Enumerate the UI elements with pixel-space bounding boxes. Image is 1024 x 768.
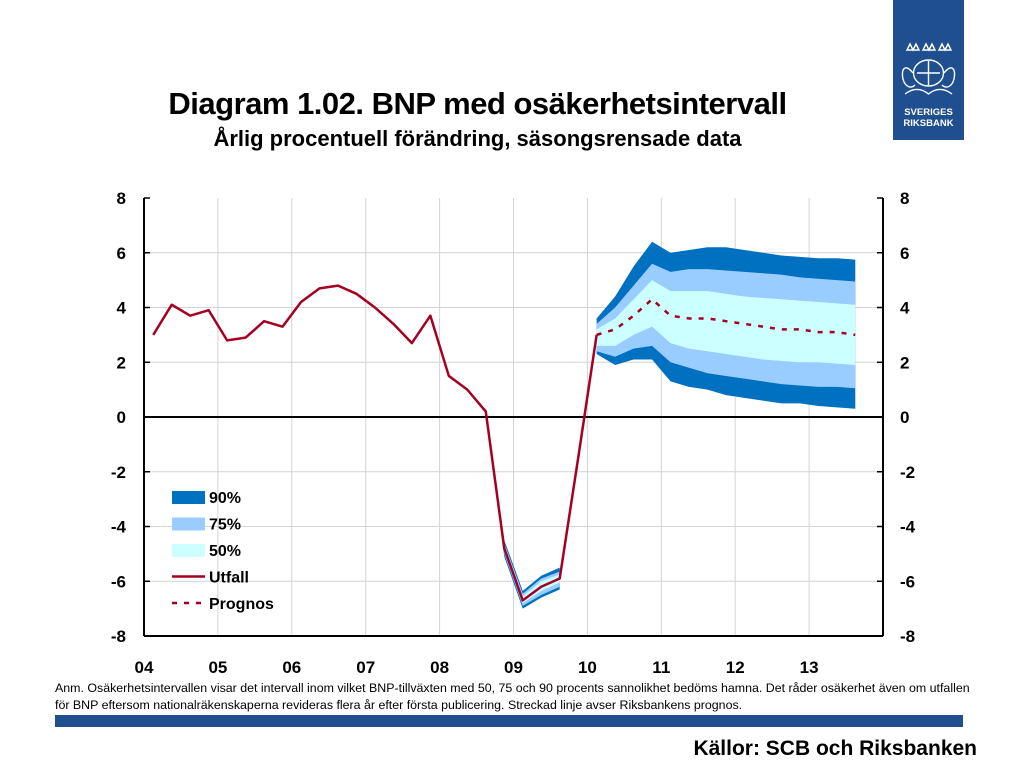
logo-text-line2: RIKSBANK bbox=[903, 118, 954, 129]
y-tick-label-right: 0 bbox=[900, 408, 909, 427]
y-tick-label-left: -6 bbox=[111, 572, 126, 591]
y-tick-label-right: -2 bbox=[900, 463, 915, 482]
band-50-outcome bbox=[485, 410, 560, 604]
legend-label: Utfall bbox=[209, 570, 249, 587]
band-50-forecast bbox=[596, 280, 856, 365]
source-label: Källor: SCB och Riksbanken bbox=[693, 737, 977, 760]
chart-title: Diagram 1.02. BNP med osäkerhetsinterval… bbox=[168, 86, 787, 121]
series-prognos-line bbox=[596, 298, 856, 337]
y-tick-label-left: 4 bbox=[117, 299, 127, 318]
legend-swatch bbox=[172, 544, 205, 557]
y-tick-label-right: -8 bbox=[900, 627, 915, 646]
y-tick-label-left: 6 bbox=[117, 244, 126, 263]
legend-swatch bbox=[172, 517, 205, 531]
footer-bar bbox=[55, 715, 963, 727]
chart-note: Anm. Osäkerhetsintervallen visar det int… bbox=[55, 681, 970, 712]
y-tick-label-left: 2 bbox=[117, 353, 126, 372]
legend-label: 50% bbox=[209, 543, 241, 560]
y-tick-label-right: 6 bbox=[900, 244, 909, 263]
legend-label: 75% bbox=[209, 517, 241, 534]
x-tick-label: 11 bbox=[652, 658, 670, 677]
y-tick-label-left: 0 bbox=[117, 408, 126, 427]
crown-emblem-icon bbox=[901, 42, 956, 95]
band-75-outcome bbox=[485, 408, 560, 606]
logo-text-line1: SVERIGES bbox=[904, 107, 953, 118]
riksbank-logo: SVERIGES RIKSBANK bbox=[893, 0, 964, 140]
x-tick-label: 07 bbox=[356, 658, 375, 677]
y-tick-label-right: -4 bbox=[900, 518, 916, 537]
x-tick-label: 08 bbox=[430, 658, 449, 677]
x-tick-label: 13 bbox=[800, 658, 819, 677]
x-tick-label: 12 bbox=[726, 658, 745, 677]
y-tick-label-right: 4 bbox=[900, 299, 910, 318]
y-tick-label-left: -2 bbox=[111, 463, 126, 482]
chart-subtitle: Årlig procentuell förändring, säsongsren… bbox=[213, 126, 742, 151]
legend-swatch bbox=[172, 491, 205, 504]
y-tick-label-left: -4 bbox=[111, 518, 127, 537]
series-utfall-line bbox=[152, 284, 598, 602]
y-tick-label-right: 2 bbox=[900, 353, 909, 372]
y-tick-label-right: -6 bbox=[900, 572, 915, 591]
x-tick-label: 09 bbox=[504, 658, 523, 677]
x-tick-label: 05 bbox=[208, 658, 227, 677]
legend-label: Prognos bbox=[209, 596, 274, 613]
y-tick-label-left: -8 bbox=[111, 627, 126, 646]
y-tick-label-left: 8 bbox=[117, 189, 126, 208]
x-tick-label: 06 bbox=[282, 658, 301, 677]
chart: -8 -8 -6 -6 -4 -4 -2 -2 0 0 2 2 4 4 6 6 8 8 04 05 06 07 08 09 10… bbox=[111, 189, 916, 677]
x-tick-label: 04 bbox=[135, 658, 154, 677]
legend-label: 90% bbox=[209, 490, 241, 507]
y-tick-label-right: 8 bbox=[900, 189, 909, 208]
x-tick-label: 10 bbox=[578, 658, 597, 677]
